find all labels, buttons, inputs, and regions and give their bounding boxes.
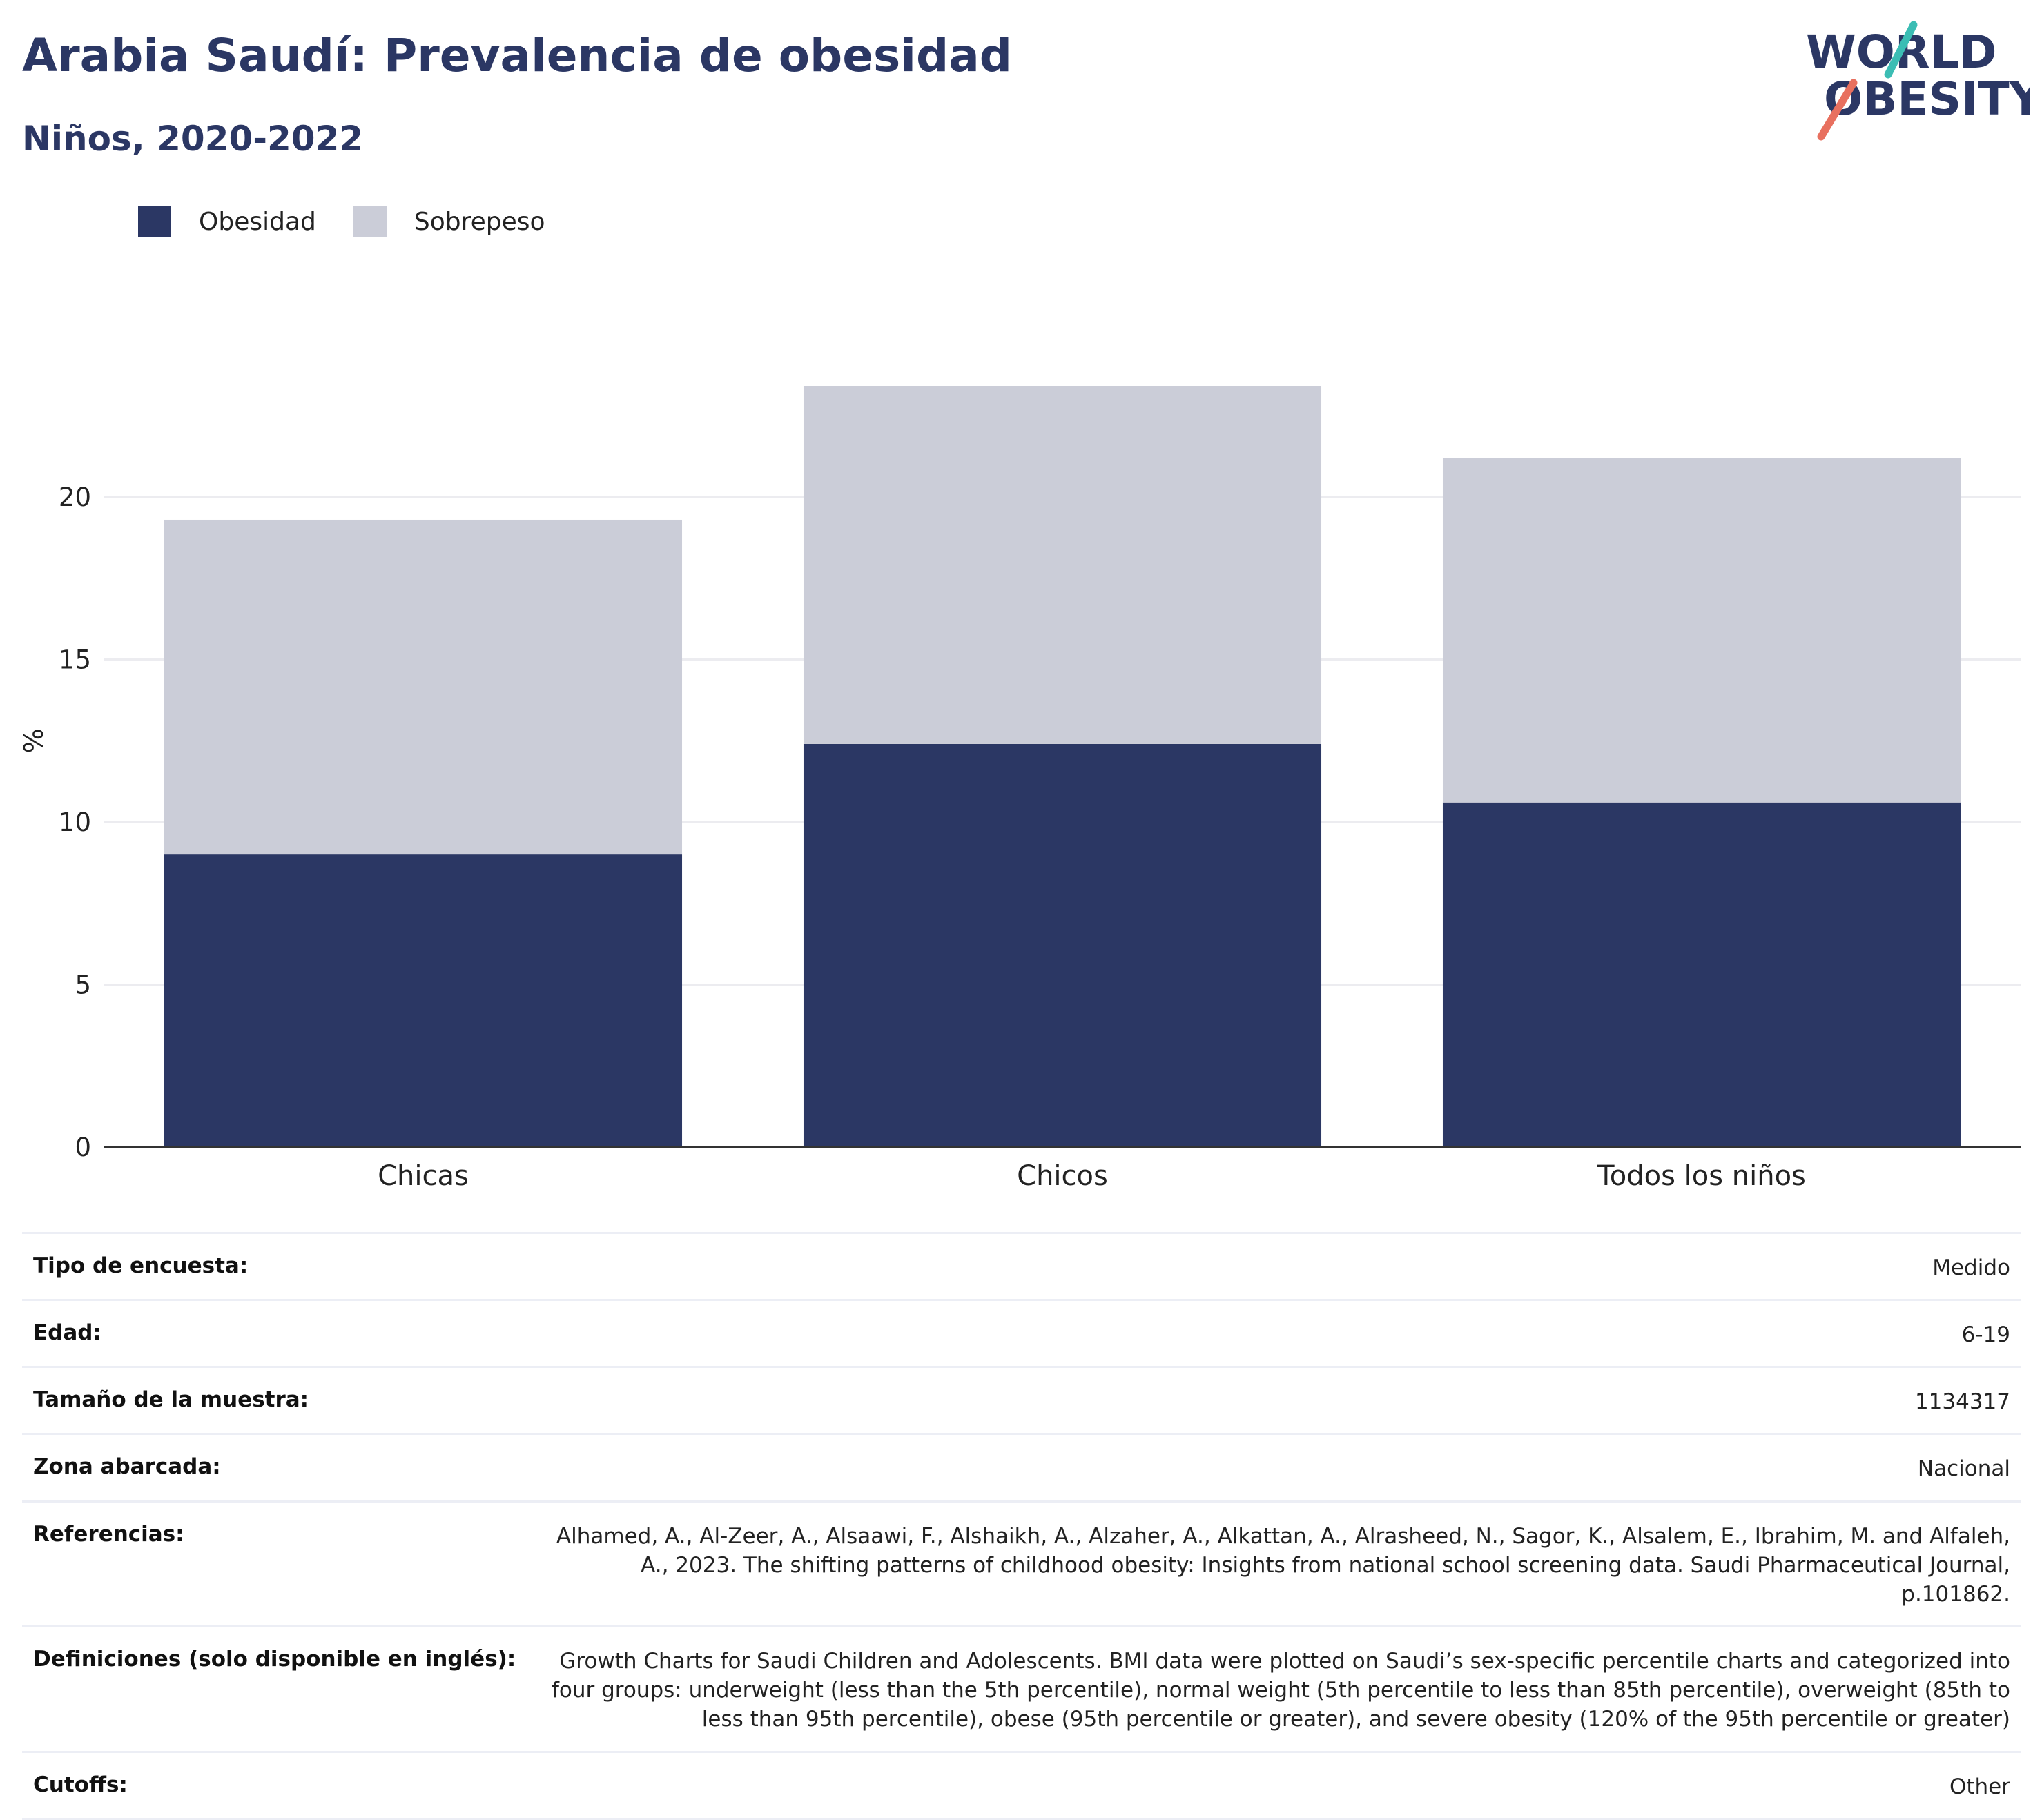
chart-subtitle: Niños, 2020-2022 bbox=[22, 119, 364, 159]
info-value: Alhamed, A., Al-Zeer, A., Alsaawi, F., A… bbox=[556, 1523, 2010, 1607]
x-tick-label: Chicas bbox=[378, 1160, 469, 1192]
bar-series bbox=[164, 386, 1961, 1147]
y-tick-label: 0 bbox=[75, 1133, 91, 1162]
info-label: Tamaño de la muestra: bbox=[33, 1387, 309, 1413]
axes: 0 5 10 15 20 Chicas Chicos Todos los niños bbox=[59, 482, 2021, 1192]
legend-label-overweight: Sobrepeso bbox=[414, 207, 545, 236]
bar-chart: 0 5 10 15 20 Chicas Chicos Todos los niños % bbox=[19, 386, 2021, 1192]
info-label: Edad: bbox=[33, 1320, 101, 1346]
legend-label-obesity: Obesidad bbox=[199, 207, 316, 236]
info-value: Medido bbox=[1932, 1255, 2010, 1280]
bar-obesity bbox=[164, 854, 683, 1147]
info-label: Zona abarcada: bbox=[33, 1454, 221, 1480]
legend-swatch-obesity bbox=[138, 206, 171, 237]
bar-overweight bbox=[1442, 458, 1961, 803]
bar-overweight bbox=[803, 386, 1322, 744]
bar-obesity bbox=[1442, 802, 1961, 1147]
y-tick-label: 20 bbox=[59, 482, 91, 512]
x-tick-label: Chicos bbox=[1017, 1160, 1108, 1192]
info-row: Tamaño de la muestra: 1134317 bbox=[22, 1366, 2021, 1433]
info-row: Referencias: Alhamed, A., Al-Zeer, A., Al… bbox=[22, 1500, 2021, 1625]
y-tick-label: 10 bbox=[59, 808, 91, 837]
x-tick-label: Todos los niños bbox=[1597, 1160, 1806, 1192]
info-value: Growth Charts for Saudi Children and Ado… bbox=[551, 1649, 2010, 1732]
chart-title: Arabia Saudí: Prevalencia de obesidad bbox=[22, 29, 1012, 82]
info-label: Referencias: bbox=[33, 1521, 184, 1547]
info-label: Cutoffs: bbox=[33, 1772, 128, 1797]
survey-info-table: Tipo de encuesta: Medido Edad: 6-19 Tamaño d… bbox=[22, 1232, 2021, 1820]
bar-overweight bbox=[164, 519, 683, 855]
chart-legend: Obesidad Sobrepeso bbox=[138, 206, 583, 237]
y-tick-label: 15 bbox=[59, 645, 91, 675]
info-value: Nacional bbox=[1917, 1456, 2010, 1482]
info-value: 6-19 bbox=[1961, 1322, 2010, 1348]
info-label: Tipo de encuesta: bbox=[33, 1253, 249, 1278]
info-value: 1134317 bbox=[1914, 1389, 2010, 1415]
world-obesity-logo: WORLD OBESITY bbox=[1806, 21, 2030, 141]
logo-word-obesity: OBESITY bbox=[1824, 72, 2030, 126]
legend-swatch-overweight bbox=[353, 206, 387, 237]
info-row: Tipo de encuesta: Medido bbox=[22, 1232, 2021, 1299]
legend-item-overweight: Sobrepeso bbox=[353, 206, 545, 237]
y-axis-label: % bbox=[19, 728, 49, 753]
info-row: Zona abarcada: Nacional bbox=[22, 1433, 2021, 1500]
bar-obesity bbox=[803, 743, 1322, 1147]
info-label: Definiciones (solo disponible en inglés)… bbox=[33, 1647, 516, 1672]
info-row: Edad: 6-19 bbox=[22, 1299, 2021, 1366]
logo-slash-coral bbox=[1817, 79, 1858, 141]
y-tick-label: 5 bbox=[75, 970, 91, 1000]
info-value: Other bbox=[1949, 1774, 2010, 1799]
legend-item-obesity: Obesidad bbox=[138, 206, 316, 237]
info-row: Definiciones (solo disponible en inglés)… bbox=[22, 1625, 2021, 1750]
logo-slash-teal bbox=[1884, 21, 1918, 79]
